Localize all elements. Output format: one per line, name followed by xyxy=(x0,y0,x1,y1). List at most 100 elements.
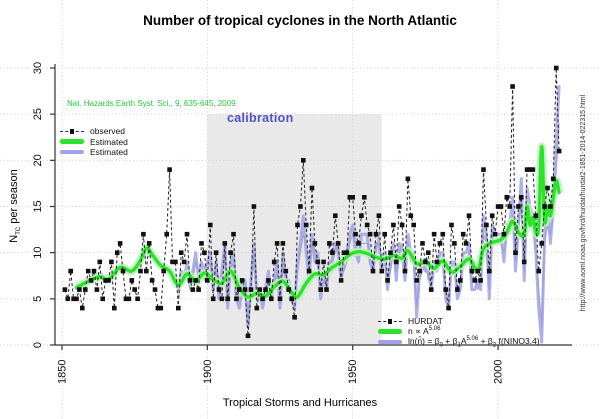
observed-point xyxy=(530,167,536,172)
observed-point xyxy=(129,278,135,283)
observed-point xyxy=(481,167,486,172)
observed-point xyxy=(484,222,489,228)
observed-point xyxy=(234,296,239,302)
observed-point xyxy=(367,231,373,237)
observed-point xyxy=(466,213,472,218)
observed-point xyxy=(91,268,97,274)
observed-point xyxy=(399,222,405,228)
legend-item-purple: ln(n̂) = β0 + β1A5.06 + β2 f(NINO3.4) xyxy=(378,336,540,349)
observed-point xyxy=(478,278,483,283)
observed-point xyxy=(199,241,204,246)
observed-point xyxy=(344,250,350,255)
observed-point xyxy=(123,296,129,302)
observed-point xyxy=(359,213,364,218)
x-tick-label: 1850 xyxy=(57,360,69,384)
dashed-square-marker-sample xyxy=(378,318,402,325)
observed-point xyxy=(306,268,312,274)
observed-point xyxy=(455,287,460,292)
observed-point xyxy=(542,204,547,209)
y-tick-label: 20 xyxy=(32,154,44,166)
observed-point xyxy=(295,222,300,228)
observed-point xyxy=(510,84,515,89)
observed-point xyxy=(379,268,385,274)
observed-point xyxy=(237,287,242,292)
observed-point xyxy=(394,259,399,265)
legend-item-label: Estimated xyxy=(90,136,128,147)
observed-point xyxy=(376,213,382,218)
observed-point xyxy=(173,259,178,265)
citation-text: Nat. Hazards Earth Syst. Sci., 9, 635-64… xyxy=(67,99,236,108)
observed-point xyxy=(350,195,355,200)
observed-point xyxy=(225,296,230,302)
observed-point xyxy=(321,259,326,265)
observed-point xyxy=(126,296,132,302)
x-tick-label: 1900 xyxy=(202,360,214,384)
observed-point xyxy=(460,231,466,237)
observed-point xyxy=(434,259,440,265)
observed-point xyxy=(449,222,454,228)
observed-point xyxy=(222,241,228,246)
legend-bottom: HURDAT n ∝ A5.06 ln(n̂) = β0 + β1A5.06 + β… xyxy=(378,316,540,349)
y-tick-label: 25 xyxy=(32,108,44,120)
observed-point xyxy=(120,268,126,274)
observed-point xyxy=(277,296,283,302)
observed-point xyxy=(388,250,393,255)
observed-point xyxy=(187,278,193,283)
observed-point xyxy=(405,176,411,182)
y-tick-label: 30 xyxy=(32,62,44,74)
observed-point xyxy=(100,296,105,302)
observed-point xyxy=(469,268,475,274)
observed-point xyxy=(440,231,446,237)
observed-point xyxy=(190,287,196,292)
observed-point xyxy=(231,231,236,237)
observed-point xyxy=(97,259,103,265)
legend-item-observed: HURDAT xyxy=(378,316,540,327)
observed-point xyxy=(423,259,428,265)
observed-point xyxy=(289,296,294,302)
observed-point xyxy=(536,268,541,274)
x-axis-label: Tropical Storms and Hurricanes xyxy=(222,397,378,409)
observed-point xyxy=(103,278,108,283)
observed-point xyxy=(88,278,94,283)
observed-point xyxy=(132,287,137,292)
observed-point xyxy=(495,204,501,209)
observed-point xyxy=(362,195,367,200)
legend-item-label: observed xyxy=(90,126,125,137)
observed-point xyxy=(501,231,507,237)
observed-point xyxy=(208,222,213,228)
observed-point xyxy=(164,231,169,237)
observed-point xyxy=(141,231,146,237)
observed-point xyxy=(68,268,73,274)
observed-point xyxy=(269,296,274,302)
observed-point xyxy=(260,296,265,302)
purple-line-sample xyxy=(60,149,84,156)
legend-item-label: n ∝ A5.06 xyxy=(408,326,441,337)
observed-point xyxy=(71,296,76,302)
observed-point xyxy=(341,250,347,255)
calibration-label: calibration xyxy=(227,111,294,125)
observed-point xyxy=(193,278,198,283)
observed-point xyxy=(548,204,553,209)
observed-point xyxy=(527,167,533,172)
observed-point xyxy=(463,241,469,246)
observed-point xyxy=(551,176,556,182)
observed-point xyxy=(266,278,271,283)
observed-point xyxy=(112,305,117,311)
observed-point xyxy=(519,195,524,200)
legend-item-green: n ∝ A5.06 xyxy=(378,326,540,338)
observed-point xyxy=(533,213,539,218)
observed-point xyxy=(271,259,277,265)
observed-point xyxy=(472,278,478,283)
observed-point xyxy=(205,278,210,283)
observed-point xyxy=(385,278,390,283)
observed-point xyxy=(298,204,303,209)
observed-point xyxy=(312,241,318,246)
observed-point xyxy=(539,241,544,246)
observed-point xyxy=(248,287,254,292)
observed-point xyxy=(65,296,71,302)
observed-point xyxy=(184,231,190,237)
observed-point xyxy=(356,241,361,246)
observed-point xyxy=(280,241,286,246)
y-tick-label: 15 xyxy=(32,200,44,212)
